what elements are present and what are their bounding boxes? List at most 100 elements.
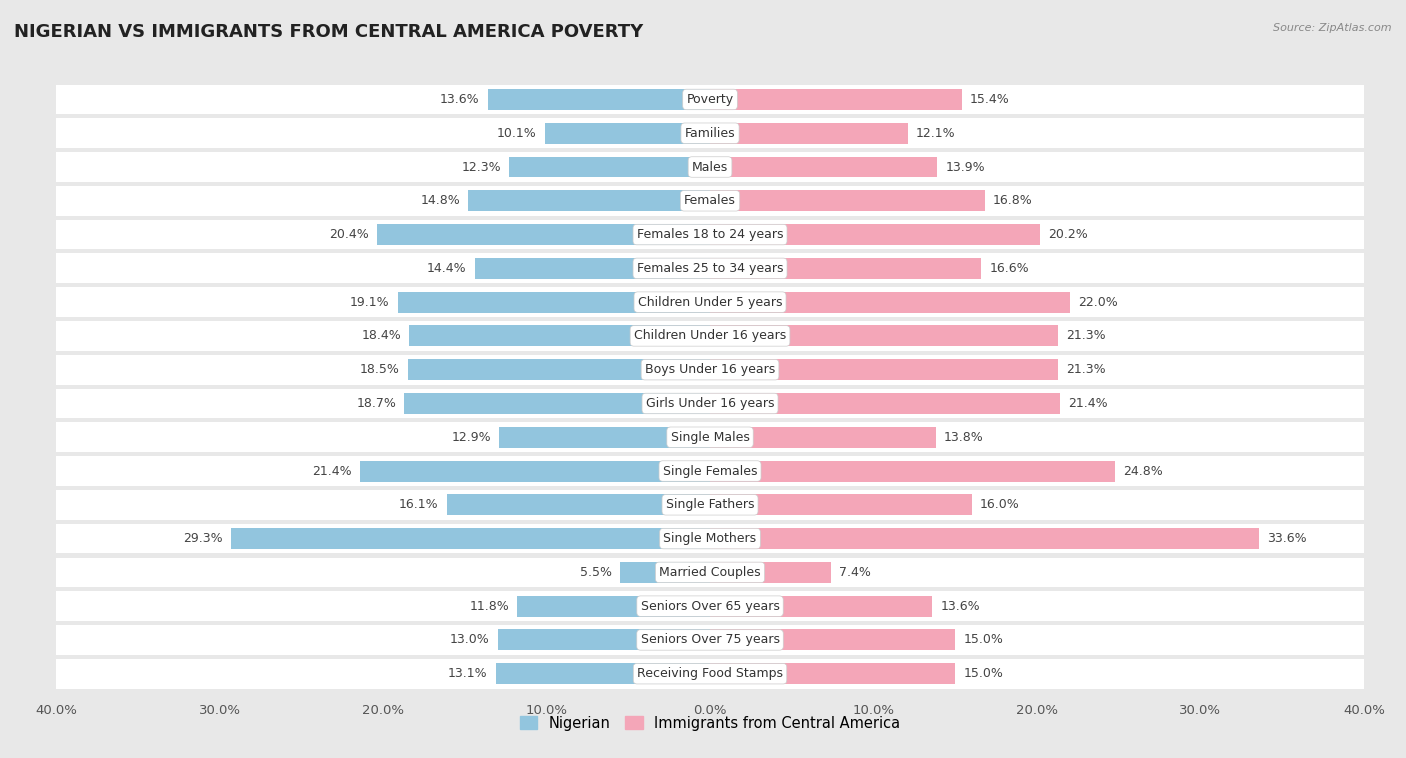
- Bar: [231, 528, 710, 549]
- Bar: [24, 253, 1396, 283]
- Text: Boys Under 16 years: Boys Under 16 years: [645, 363, 775, 376]
- Bar: [546, 123, 710, 144]
- Text: 13.1%: 13.1%: [449, 667, 488, 680]
- Bar: [24, 355, 1396, 384]
- Bar: [408, 359, 710, 381]
- Bar: [710, 89, 962, 110]
- Bar: [24, 456, 1396, 486]
- Text: 11.8%: 11.8%: [470, 600, 509, 612]
- Bar: [377, 224, 710, 245]
- Text: Single Fathers: Single Fathers: [666, 498, 754, 512]
- Bar: [447, 494, 710, 515]
- Text: 15.0%: 15.0%: [963, 634, 1004, 647]
- Bar: [710, 224, 1040, 245]
- Text: Females: Females: [685, 194, 735, 207]
- Legend: Nigerian, Immigrants from Central America: Nigerian, Immigrants from Central Americ…: [513, 710, 907, 737]
- Text: 20.4%: 20.4%: [329, 228, 368, 241]
- Text: 24.8%: 24.8%: [1123, 465, 1163, 478]
- Text: 13.9%: 13.9%: [945, 161, 986, 174]
- Text: 12.1%: 12.1%: [915, 127, 956, 139]
- Text: Receiving Food Stamps: Receiving Food Stamps: [637, 667, 783, 680]
- Bar: [710, 325, 1059, 346]
- Bar: [710, 494, 972, 515]
- Text: 19.1%: 19.1%: [350, 296, 389, 309]
- Text: Seniors Over 75 years: Seniors Over 75 years: [641, 634, 779, 647]
- Text: Single Females: Single Females: [662, 465, 758, 478]
- Text: Females 18 to 24 years: Females 18 to 24 years: [637, 228, 783, 241]
- Text: NIGERIAN VS IMMIGRANTS FROM CENTRAL AMERICA POVERTY: NIGERIAN VS IMMIGRANTS FROM CENTRAL AMER…: [14, 23, 644, 41]
- Bar: [509, 157, 710, 177]
- Bar: [710, 190, 984, 211]
- Text: 16.8%: 16.8%: [993, 194, 1032, 207]
- Bar: [620, 562, 710, 583]
- Text: 21.4%: 21.4%: [312, 465, 352, 478]
- Bar: [24, 118, 1396, 148]
- Bar: [498, 629, 710, 650]
- Text: 15.0%: 15.0%: [963, 667, 1004, 680]
- Bar: [24, 591, 1396, 621]
- Text: 7.4%: 7.4%: [839, 566, 872, 579]
- Text: Children Under 5 years: Children Under 5 years: [638, 296, 782, 309]
- Bar: [499, 427, 710, 448]
- Bar: [710, 157, 938, 177]
- Bar: [24, 625, 1396, 655]
- Bar: [710, 427, 935, 448]
- Text: 14.8%: 14.8%: [420, 194, 460, 207]
- Bar: [24, 524, 1396, 553]
- Bar: [710, 596, 932, 616]
- Bar: [24, 321, 1396, 351]
- Text: 12.3%: 12.3%: [461, 161, 501, 174]
- Bar: [710, 123, 908, 144]
- Text: Poverty: Poverty: [686, 93, 734, 106]
- Bar: [710, 292, 1070, 312]
- Text: Families: Families: [685, 127, 735, 139]
- Bar: [24, 422, 1396, 452]
- Bar: [517, 596, 710, 616]
- Bar: [710, 528, 1260, 549]
- Text: Single Mothers: Single Mothers: [664, 532, 756, 545]
- Bar: [710, 258, 981, 279]
- Text: 13.8%: 13.8%: [943, 431, 984, 443]
- Text: 21.3%: 21.3%: [1066, 363, 1107, 376]
- Text: 16.1%: 16.1%: [399, 498, 439, 512]
- Bar: [475, 258, 710, 279]
- Text: 33.6%: 33.6%: [1267, 532, 1308, 545]
- Text: 20.2%: 20.2%: [1049, 228, 1088, 241]
- Bar: [24, 186, 1396, 215]
- Text: 16.0%: 16.0%: [980, 498, 1019, 512]
- Bar: [24, 220, 1396, 249]
- Text: 5.5%: 5.5%: [579, 566, 612, 579]
- Text: Single Males: Single Males: [671, 431, 749, 443]
- Bar: [409, 325, 710, 346]
- Bar: [24, 659, 1396, 688]
- Text: 12.9%: 12.9%: [451, 431, 491, 443]
- Bar: [496, 663, 710, 684]
- Bar: [405, 393, 710, 414]
- Text: 15.4%: 15.4%: [970, 93, 1010, 106]
- Text: Females 25 to 34 years: Females 25 to 34 years: [637, 262, 783, 275]
- Text: Seniors Over 65 years: Seniors Over 65 years: [641, 600, 779, 612]
- Bar: [24, 152, 1396, 182]
- Bar: [488, 89, 710, 110]
- Text: 18.5%: 18.5%: [360, 363, 399, 376]
- Text: 21.4%: 21.4%: [1069, 397, 1108, 410]
- Text: Married Couples: Married Couples: [659, 566, 761, 579]
- Text: Source: ZipAtlas.com: Source: ZipAtlas.com: [1274, 23, 1392, 33]
- Text: 18.4%: 18.4%: [361, 330, 401, 343]
- Bar: [468, 190, 710, 211]
- Bar: [710, 562, 831, 583]
- Bar: [710, 359, 1059, 381]
- Bar: [24, 490, 1396, 520]
- Text: 10.1%: 10.1%: [498, 127, 537, 139]
- Text: Males: Males: [692, 161, 728, 174]
- Text: 21.3%: 21.3%: [1066, 330, 1107, 343]
- Text: 13.0%: 13.0%: [450, 634, 489, 647]
- Text: Girls Under 16 years: Girls Under 16 years: [645, 397, 775, 410]
- Bar: [24, 287, 1396, 317]
- Bar: [360, 461, 710, 481]
- Bar: [710, 663, 955, 684]
- Bar: [710, 461, 1115, 481]
- Bar: [24, 85, 1396, 114]
- Text: Children Under 16 years: Children Under 16 years: [634, 330, 786, 343]
- Text: 22.0%: 22.0%: [1078, 296, 1118, 309]
